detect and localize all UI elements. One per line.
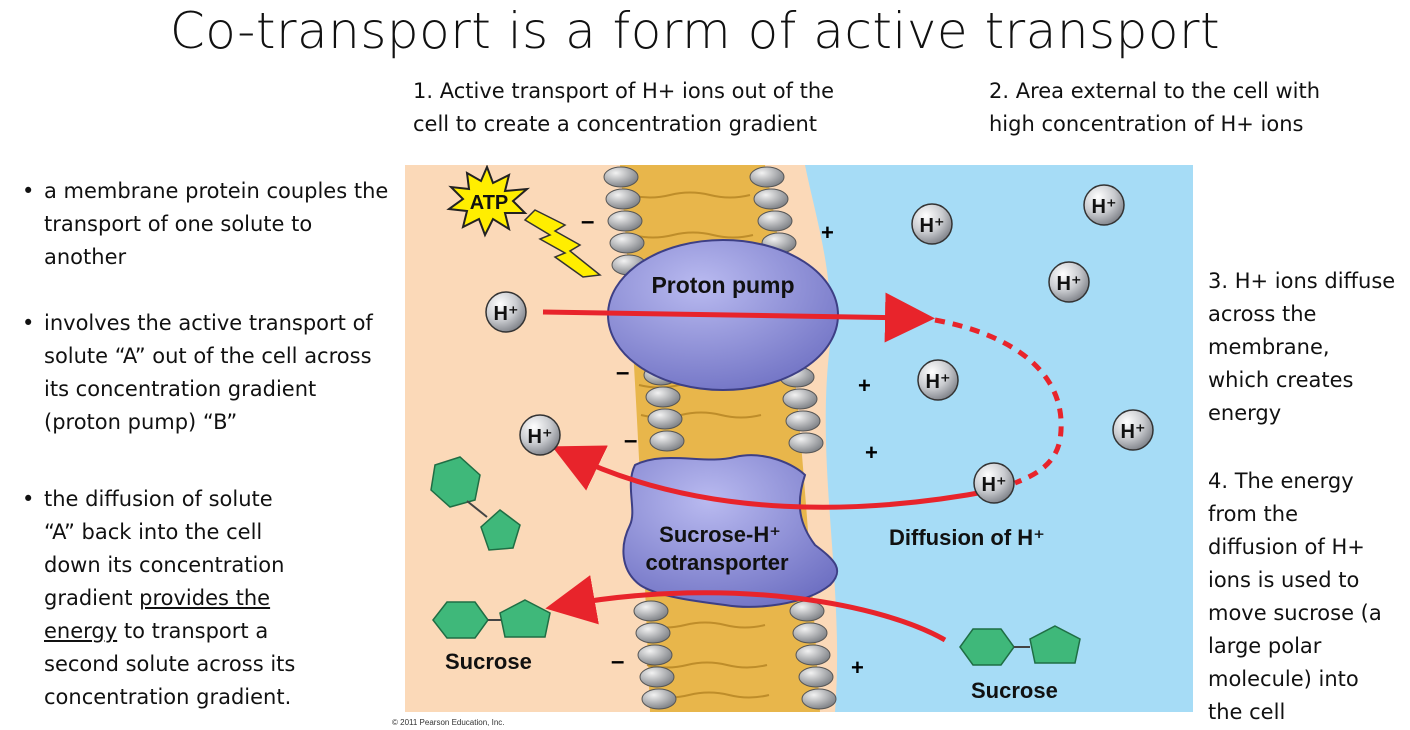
note-3-line: energy [1208, 401, 1282, 425]
proton-pump-label: Proton pump [651, 272, 794, 298]
svg-text:H⁺: H⁺ [1121, 421, 1146, 443]
note-4-line: move sucrose (a [1208, 601, 1382, 625]
bullet-line: (proton pump) “B” [44, 410, 238, 434]
note-4-line: large polar [1208, 634, 1322, 658]
h-ion: H⁺ [1048, 261, 1090, 303]
note-2: 2. Area external to the cell with high c… [989, 75, 1320, 141]
phospholipid-heads [603, 166, 837, 710]
bullet-line: second solute across its [44, 652, 296, 676]
note-3-line: membrane, [1208, 335, 1330, 359]
note-4: 4. The energy from the diffusion of H+ i… [1208, 465, 1382, 729]
bullet-line: its concentration gradient [44, 377, 317, 401]
atp-burst-icon [446, 165, 531, 238]
note-3-line: across the [1208, 302, 1317, 326]
svg-text:H⁺: H⁺ [1057, 273, 1082, 295]
note-2-line: high concentration of H+ ions [989, 112, 1304, 136]
sucrose-molecule-left [432, 599, 551, 639]
sucrose-label-right: Sucrose [971, 678, 1058, 703]
atp-label: ATP [470, 192, 509, 214]
bullet-line: concentration gradient. [44, 685, 292, 709]
note-4-line: diffusion of H+ [1208, 535, 1365, 559]
h-ion: H⁺ [917, 359, 959, 401]
plus-sign: + [821, 220, 834, 245]
bullet-line: solute “A” out of the cell across [44, 344, 372, 368]
diffusion-path-dashed [934, 317, 1064, 486]
bullet-list: a membrane protein couples the transport… [20, 175, 405, 714]
minus-sign: – [624, 427, 637, 454]
cotransporter-label-line: Sucrose-H⁺ [659, 522, 781, 547]
cotransport-diagram: Proton pump Sucrose-H⁺ cotransporter ATP… [405, 165, 1193, 712]
sucrose-arrow [545, 575, 947, 643]
bullet-line: another [44, 245, 127, 269]
svg-text:H⁺: H⁺ [982, 474, 1007, 496]
svg-text:H⁺: H⁺ [528, 426, 553, 448]
svg-text:H⁺: H⁺ [920, 215, 945, 237]
diffusion-label: Diffusion of H⁺ [889, 525, 1045, 550]
h-ion: H⁺ [1083, 184, 1125, 226]
plus-sign: + [858, 373, 871, 398]
bullet-line: transport of one solute to [44, 212, 313, 236]
bullet-item: a membrane protein couples the transport… [20, 175, 405, 274]
note-1-line: cell to create a concentration gradient [413, 112, 818, 136]
h-ion: H⁺ [485, 291, 527, 333]
plus-sign: + [851, 655, 864, 680]
minus-sign: – [616, 359, 629, 386]
note-4-line: 4. The energy [1208, 469, 1354, 493]
page-title: Co-transport is a form of active transpo… [169, 2, 1221, 60]
note-4-line: molecule) into [1208, 667, 1359, 691]
note-1-line: 1. Active transport of H+ ions out of th… [413, 79, 835, 103]
h-ion: H⁺ [973, 462, 1015, 504]
sucrose-molecule-right [959, 625, 1081, 666]
note-4-line: the cell [1208, 700, 1286, 724]
h-ion: H⁺ [911, 203, 953, 245]
bullet-text: gradient [44, 586, 140, 610]
bullet-line: energy to transport a [44, 615, 405, 648]
h-ion: H⁺ [519, 414, 561, 456]
svg-text:H⁺: H⁺ [494, 303, 519, 325]
minus-sign: – [611, 648, 624, 675]
bullet-line: gradient provides the [44, 582, 405, 615]
minus-sign: – [581, 208, 594, 235]
svg-text:H⁺: H⁺ [1092, 196, 1117, 218]
plus-sign: + [865, 440, 878, 465]
sucrose-label-left: Sucrose [445, 649, 532, 674]
energy-bolt-icon [523, 209, 602, 278]
bullet-line: a membrane protein couples the [44, 179, 389, 203]
bullet-line: involves the active transport of [44, 311, 373, 335]
bullet-item: the diffusion of solute “A” back into th… [20, 483, 405, 714]
note-1: 1. Active transport of H+ ions out of th… [413, 75, 834, 141]
svg-text:H⁺: H⁺ [926, 371, 951, 393]
note-3: 3. H+ ions diffuse across the membrane, … [1208, 265, 1395, 430]
bullet-line: “A” back into the cell [44, 520, 263, 544]
h-return-arrow [551, 445, 996, 510]
note-3-line: 3. H+ ions diffuse [1208, 269, 1396, 293]
bullet-item: involves the active transport of solute … [20, 307, 405, 439]
underlined-text: energy [44, 619, 118, 643]
sucrose-molecule-bent [430, 456, 521, 551]
note-2-line: 2. Area external to the cell with [989, 79, 1321, 103]
note-4-line: from the [1208, 502, 1299, 526]
h-ion: H⁺ [1112, 409, 1154, 451]
bullet-text: to transport a [117, 619, 269, 643]
copyright-notice: © 2011 Pearson Education, Inc. [392, 718, 505, 727]
bullet-line: the diffusion of solute [44, 487, 273, 511]
pump-arrow [542, 292, 935, 343]
bullet-line: down its concentration [44, 553, 285, 577]
note-3-line: which creates [1208, 368, 1354, 392]
note-4-line: ions is used to [1208, 568, 1360, 592]
cotransporter-label-line: cotransporter [645, 550, 788, 575]
underlined-text: provides the [139, 586, 271, 610]
